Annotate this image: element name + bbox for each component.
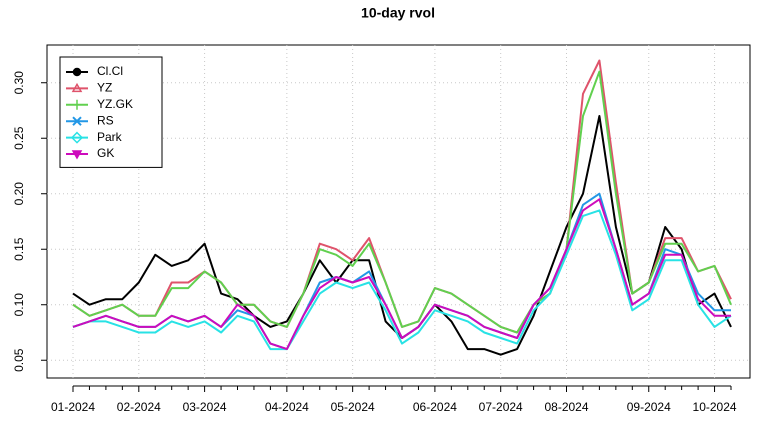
x-tick-label: 06-2024 (413, 400, 457, 414)
series-line (72, 209, 732, 351)
legend-label: YZ.GK (97, 97, 133, 111)
x-tick-label: 08-2024 (544, 400, 588, 414)
legend-marker (72, 67, 82, 77)
x-tick-label: 09-2024 (627, 400, 671, 414)
legend-marker (71, 150, 83, 160)
series-line (72, 198, 731, 351)
legend-label: RS (97, 113, 114, 127)
y-tick-label: 0.10 (12, 293, 26, 317)
x-tick-label: 07-2024 (479, 400, 523, 414)
legend-marker (71, 82, 83, 93)
y-tick-label: 0.30 (12, 71, 26, 95)
y-tick-label: 0.25 (12, 126, 26, 150)
x-tick-label: 04-2024 (265, 400, 309, 414)
y-tick-label: 0.15 (12, 237, 26, 261)
legend-label: Cl.Cl (97, 64, 123, 78)
series-line (72, 70, 732, 334)
y-tick-label: 0.20 (12, 182, 26, 206)
legend: Cl.Cl YZ YZ.GK RS Park GK (59, 56, 163, 168)
x-tick-label: 02-2024 (117, 400, 161, 414)
legend-label: YZ (97, 81, 112, 95)
legend-marker (72, 99, 82, 110)
legend-label: Park (97, 130, 123, 144)
plot-frame (46, 44, 751, 379)
legend-label: GK (97, 146, 114, 160)
x-tick-label: 05-2024 (331, 400, 375, 414)
x-tick-label: 03-2024 (183, 400, 227, 414)
x-tick-label: 10-2024 (693, 400, 737, 414)
legend-marker (72, 116, 82, 126)
series-line (72, 115, 732, 356)
legend-marker (70, 131, 84, 144)
y-tick-label: 0.05 (12, 348, 26, 372)
x-tick-label: 01-2024 (51, 400, 95, 414)
chart-title: 10-day rvol (361, 5, 435, 21)
